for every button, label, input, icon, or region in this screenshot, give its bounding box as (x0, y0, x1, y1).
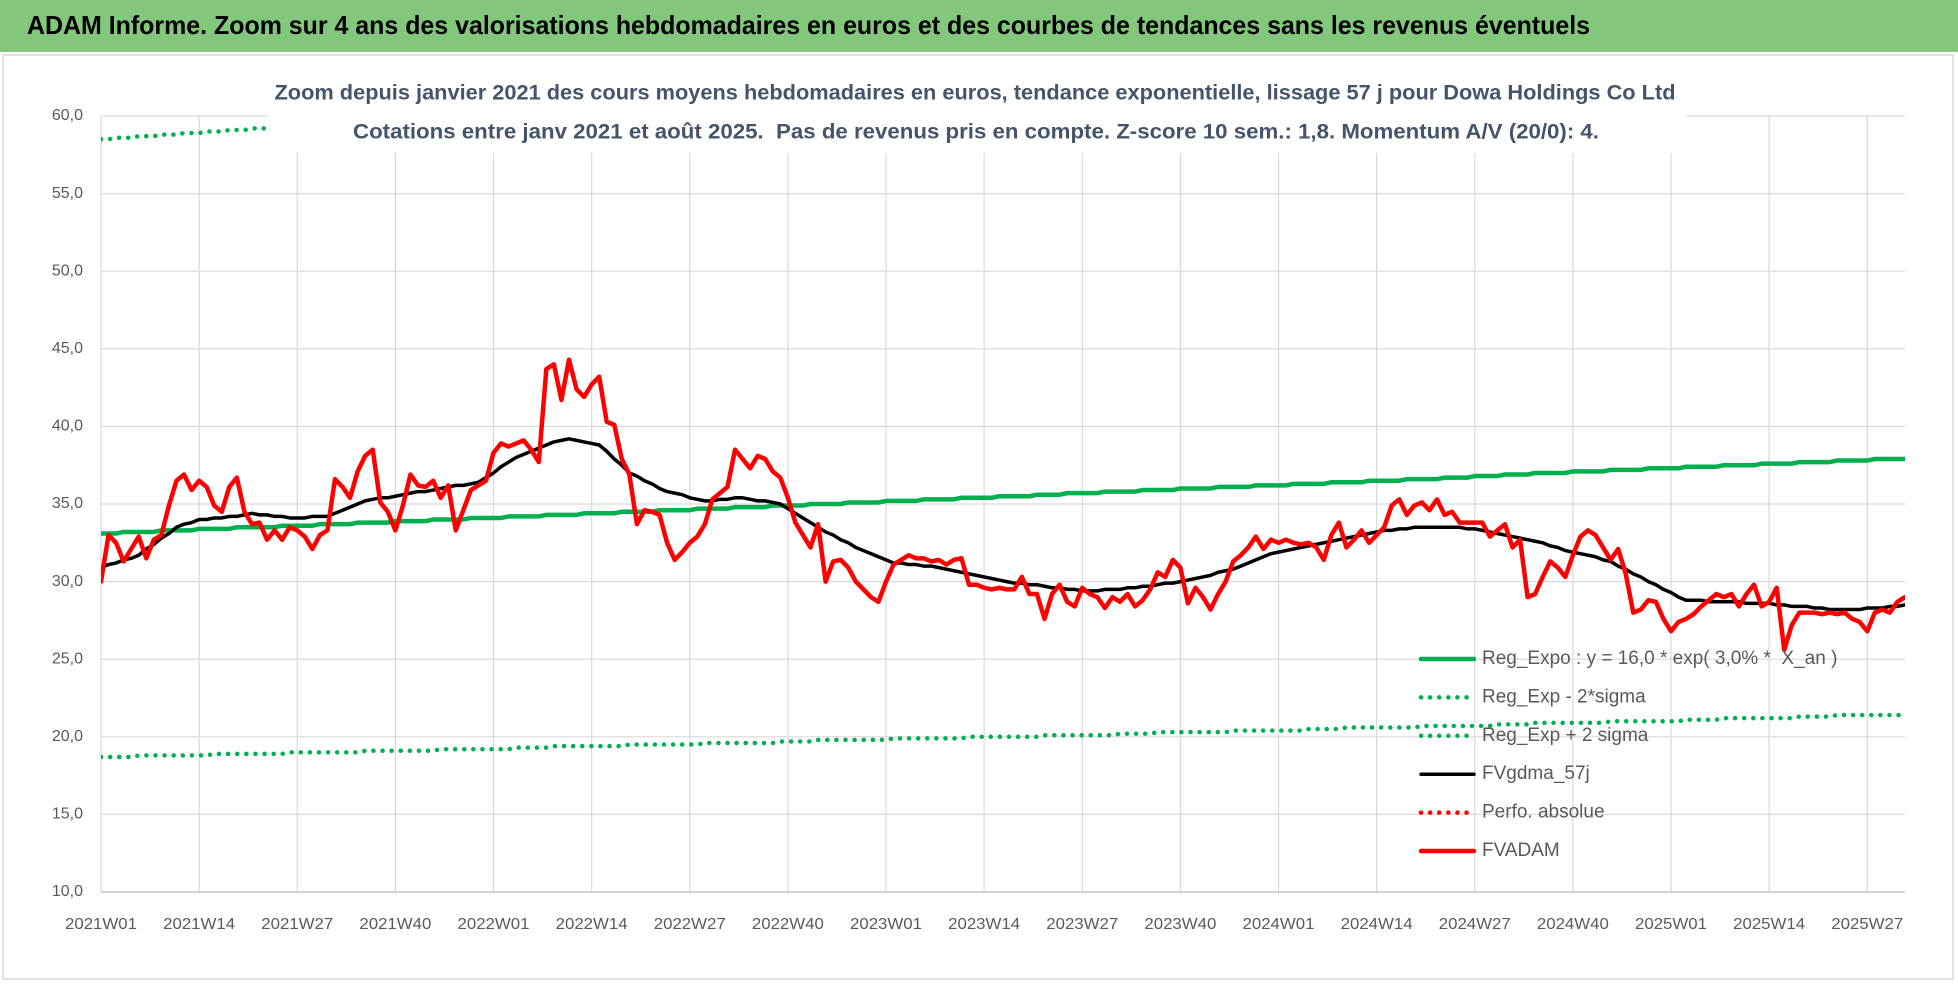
x-tick-label: 2023W14 (948, 916, 1020, 933)
chart-frame (2, 54, 1954, 980)
x-tick-label: 2024W14 (1341, 916, 1413, 933)
series-line (101, 456, 1905, 536)
x-tick-label: 2021W14 (163, 916, 235, 933)
y-tick-label: 20,0 (52, 728, 83, 745)
series-line (101, 357, 1905, 653)
y-tick-label: 35,0 (52, 495, 83, 512)
x-tick-label: 2025W27 (1831, 916, 1903, 933)
legend-label: Perfo. absolue (1482, 802, 1605, 823)
y-tick-label: 15,0 (52, 806, 83, 823)
series-line (101, 437, 1905, 612)
chart-subtitle: Cotations entre janv 2021 et août 2025. … (353, 121, 1599, 144)
x-tick-label: 2025W14 (1733, 916, 1805, 933)
x-tick-label: 2025W01 (1635, 916, 1707, 933)
y-tick-label: 45,0 (52, 340, 83, 357)
series-line (101, 712, 1905, 760)
y-tick-label: 50,0 (52, 262, 83, 279)
x-tick-label: 2022W01 (458, 916, 530, 933)
legend: Reg_Expo : y = 16,0 * exp( 3,0% * X_an )… (1418, 648, 1837, 861)
banner (0, 0, 1958, 52)
y-tick-label: 30,0 (52, 573, 83, 590)
legend-label: FVgdma_57j (1482, 763, 1590, 784)
x-tick-label: 2022W40 (752, 916, 824, 933)
y-tick-label: 60,0 (52, 107, 83, 124)
x-tick-label: 2023W27 (1046, 916, 1118, 933)
legend-label: Reg_Expo : y = 16,0 * exp( 3,0% * X_an ) (1482, 648, 1837, 669)
banner-title: ADAM Informe. Zoom sur 4 ans des valoris… (27, 10, 1590, 40)
y-tick-label: 10,0 (52, 883, 83, 900)
axes: 10,0 15,0 20,0 25,0 30,0 35,0 40,0 45,0 50,0 55,0… (52, 107, 1905, 933)
y-tick-label: 55,0 (52, 185, 83, 202)
x-tick-label: 2024W27 (1439, 916, 1511, 933)
x-tick-label: 2021W27 (261, 916, 333, 933)
x-tick-label: 2024W40 (1537, 916, 1609, 933)
legend-label: FVADAM (1482, 840, 1560, 861)
plot-area (101, 116, 1905, 760)
x-tick-label: 2022W27 (654, 916, 726, 933)
y-tick-label: 25,0 (52, 650, 83, 667)
x-tick-label: 2021W01 (65, 916, 137, 933)
legend-label: Reg_Exp - 2*sigma (1482, 686, 1646, 707)
x-tick-label: 2023W40 (1144, 916, 1216, 933)
y-tick-label: 40,0 (52, 418, 83, 435)
chart-title: Zoom depuis janvier 2021 des cours moyen… (275, 82, 1676, 105)
title-box (268, 76, 1686, 153)
x-tick-label: 2024W01 (1243, 916, 1315, 933)
x-tick-label: 2022W14 (556, 916, 628, 933)
x-tick-label: 2023W01 (850, 916, 922, 933)
legend-label: Reg_Exp + 2 sigma (1482, 725, 1649, 746)
x-tick-label: 2021W40 (359, 916, 431, 933)
